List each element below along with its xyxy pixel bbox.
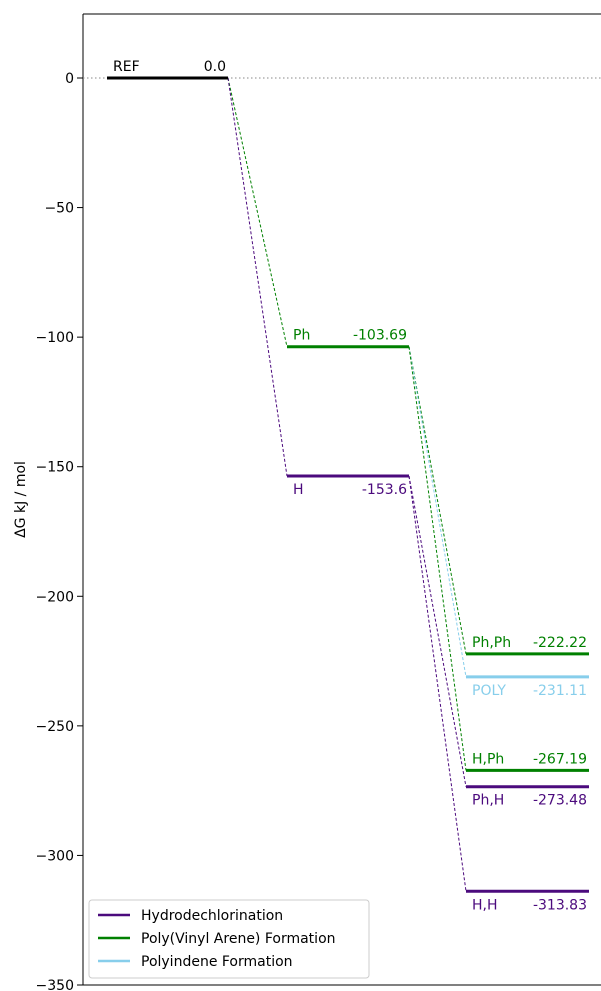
legend-box [88,899,370,979]
connector-h-to-h-h [408,475,467,892]
y-axis: 0 −50 −100 −150 −200 −250 −300 −350 [36,71,83,991]
level-name-ref: REF [113,59,140,75]
level-name-h-ph: H,Ph [472,751,504,767]
connector-ph-to-h-ph [408,346,467,771]
level-layer: REF 0.0 Ph -103.69 H -153.6 Ph,Ph -222.22 POLY -2… [107,59,589,913]
connector-ph-to-poly [408,346,467,677]
legend-label: Hydrodechlorination [141,908,283,924]
level-name-h-h: H,H [472,897,498,913]
y-tick-label: −350 [36,978,74,991]
level-value-ref: 0.0 [204,59,226,75]
level-value-ph-ph: -222.22 [533,635,587,651]
legend-label: Poly(Vinyl Arene) Formation [141,931,336,947]
connector-ref-to-h [227,77,288,477]
level-value-h-ph: -267.19 [533,751,587,767]
level-name-poly: POLY [472,683,506,699]
legend-label: Polyindene Formation [141,954,293,970]
y-tick-label: −250 [36,719,74,735]
connector-layer [227,77,467,892]
y-tick-label: −200 [36,589,74,605]
level-value-ph-h: -273.48 [533,793,587,809]
connector-ref-to-ph [227,77,288,347]
level-name-ph-ph: Ph,Ph [472,635,511,651]
legend: Hydrodechlorination Poly(Vinyl Arene) For… [88,899,370,979]
plot-frame [82,13,601,986]
level-value-poly: -231.11 [533,683,587,699]
level-name-ph: Ph [293,328,310,344]
y-tick-label: −150 [36,460,74,476]
level-value-h-h: -313.83 [533,897,587,913]
connector-h-to-ph-h [408,475,467,787]
y-tick-label: −100 [36,330,74,346]
connector-ph-to-ph-ph [408,346,467,654]
level-name-h: H [293,482,304,498]
level-value-ph: -103.69 [353,328,407,344]
y-axis-title: ΔG kJ / mol [13,461,29,538]
y-tick-label: −300 [36,848,74,864]
level-value-h: -153.6 [362,482,407,498]
level-name-ph-h: Ph,H [472,793,504,809]
y-tick-label: 0 [65,71,74,87]
y-tick-label: −50 [44,201,74,217]
